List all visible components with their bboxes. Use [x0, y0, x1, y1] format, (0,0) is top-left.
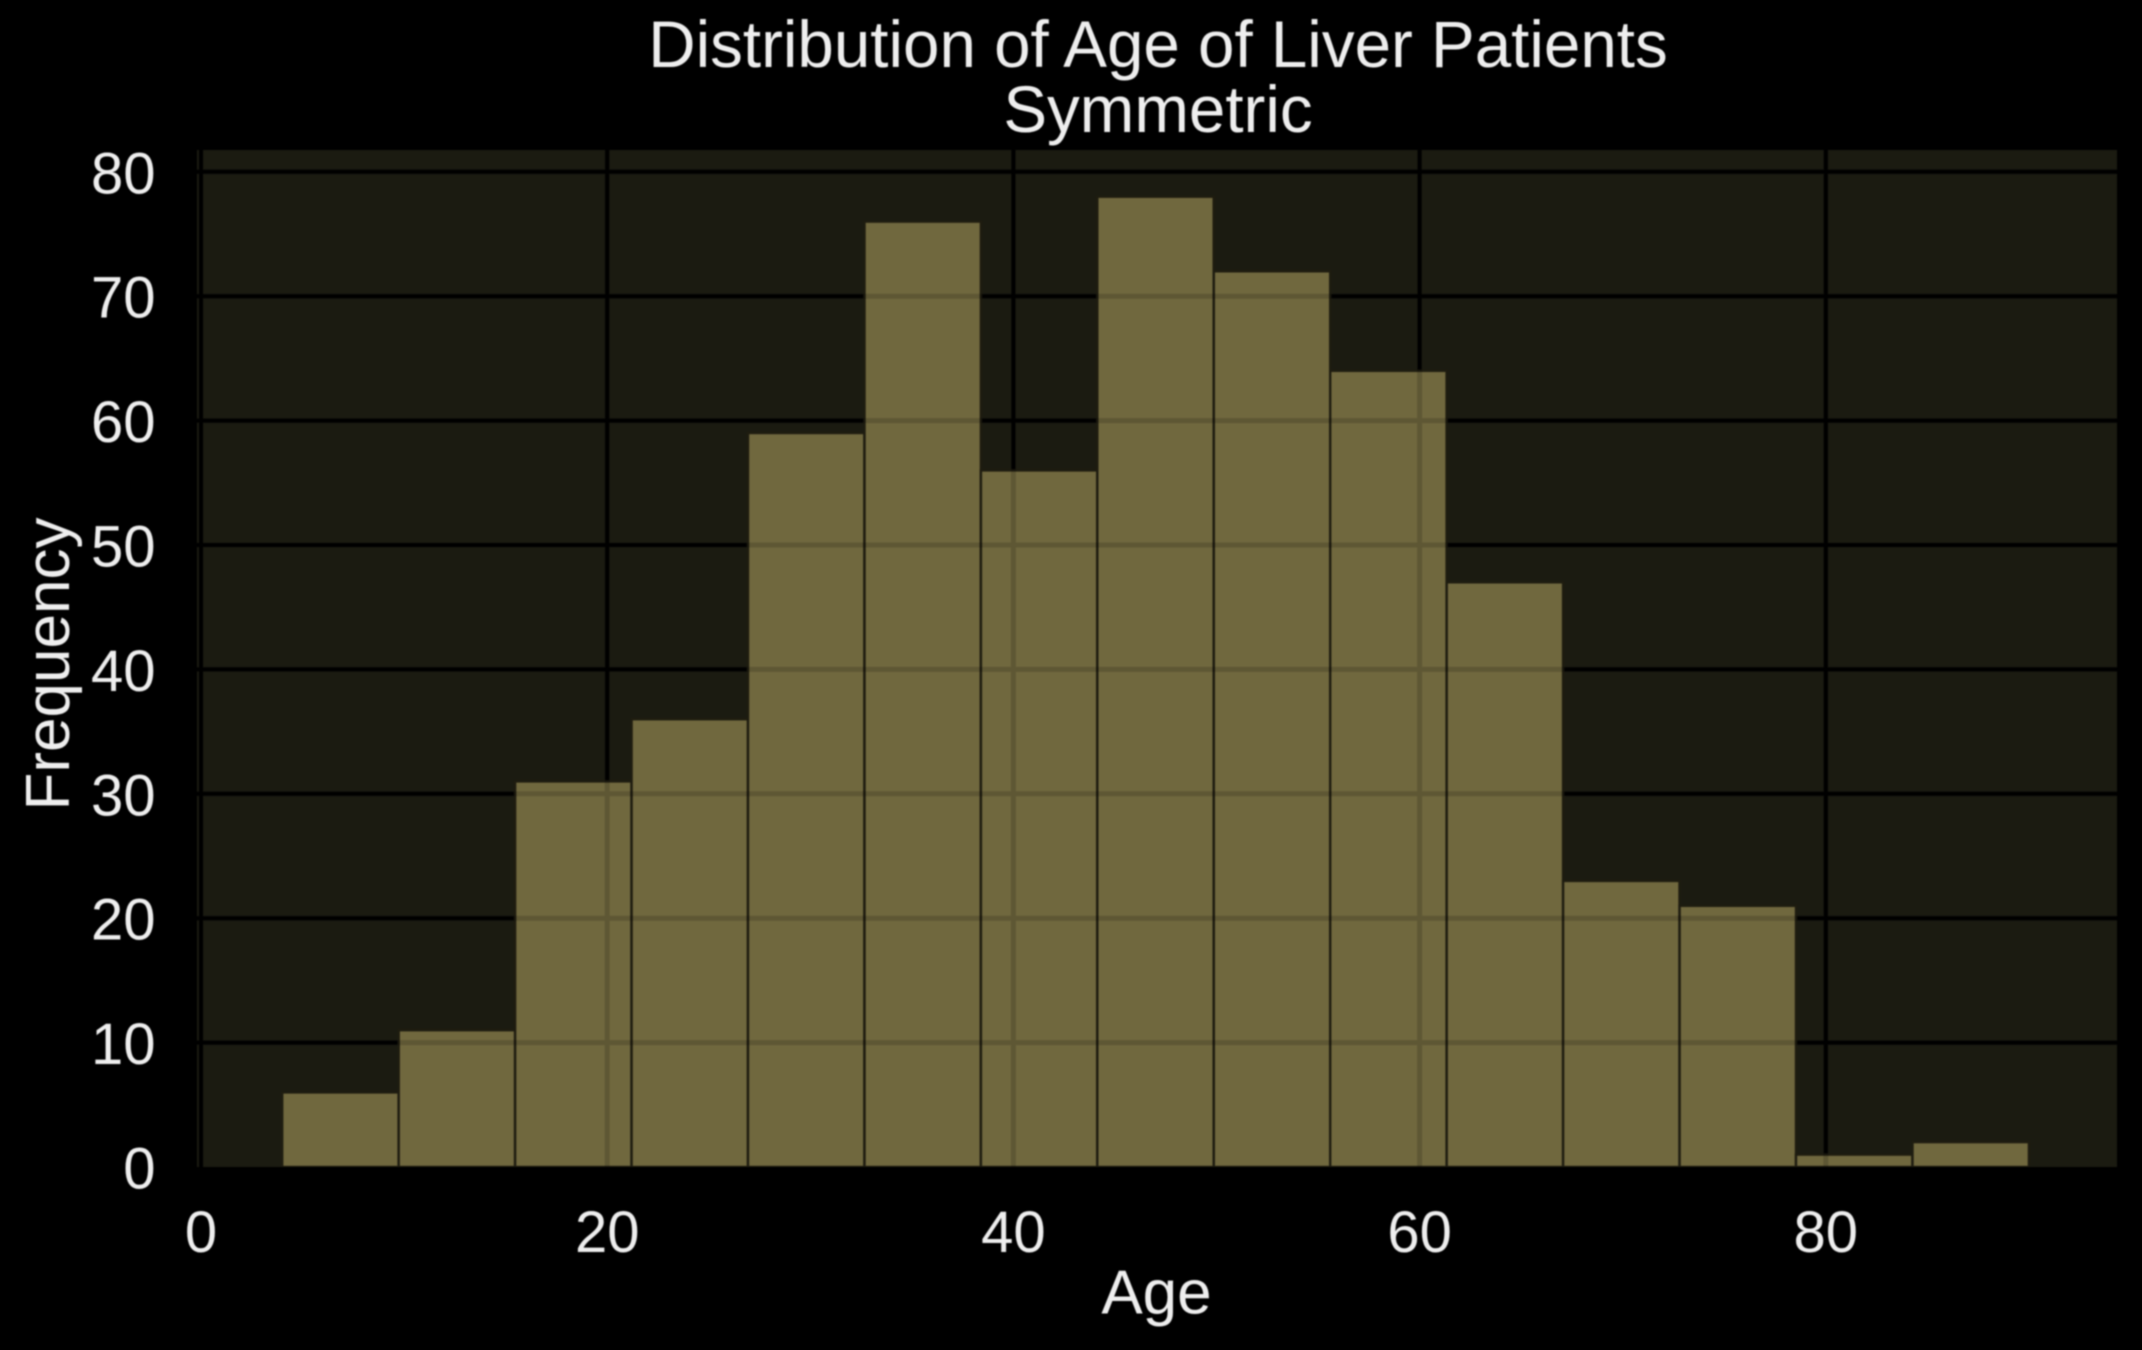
- svg-text:Distribution of Age of Liver P: Distribution of Age of Liver Patients: [648, 8, 1667, 81]
- svg-text:60: 60: [1387, 1200, 1452, 1265]
- svg-text:20: 20: [575, 1200, 640, 1265]
- svg-text:10: 10: [91, 1012, 156, 1077]
- svg-text:30: 30: [91, 763, 156, 828]
- svg-text:40: 40: [91, 639, 156, 704]
- svg-text:Symmetric: Symmetric: [1003, 73, 1312, 146]
- svg-text:70: 70: [91, 266, 156, 331]
- svg-text:50: 50: [91, 515, 156, 580]
- svg-text:80: 80: [1794, 1200, 1859, 1265]
- svg-text:0: 0: [123, 1137, 155, 1202]
- svg-text:20: 20: [91, 888, 156, 953]
- svg-text:60: 60: [91, 390, 156, 455]
- svg-text:0: 0: [185, 1200, 217, 1265]
- svg-text:40: 40: [981, 1200, 1046, 1265]
- svg-text:Frequency: Frequency: [14, 518, 83, 811]
- svg-text:80: 80: [91, 141, 156, 206]
- svg-text:Age: Age: [1101, 1259, 1211, 1328]
